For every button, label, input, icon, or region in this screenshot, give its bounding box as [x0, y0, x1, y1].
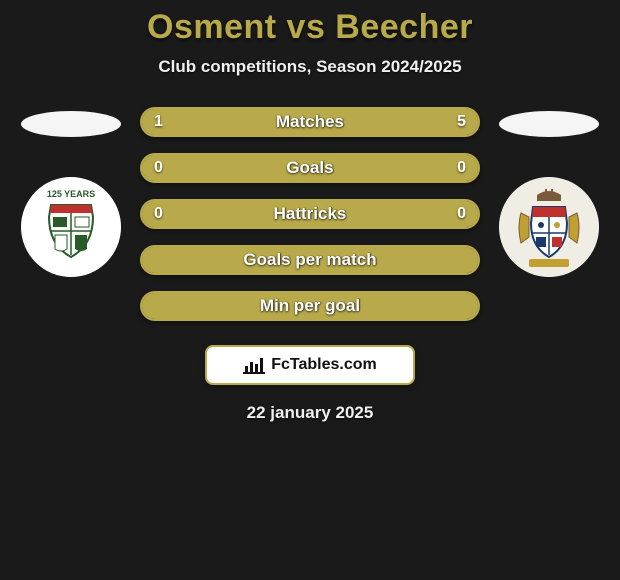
stat-bar: Goals per match — [140, 245, 480, 275]
shield-icon: 125 YEARS — [21, 177, 121, 277]
stat-bar: Hattricks0 0 — [140, 199, 480, 229]
right-club-crest — [499, 177, 599, 277]
bar-value-left: 0 — [154, 155, 163, 181]
attribution-badge[interactable]: FcTables.com — [205, 345, 415, 385]
attribution-text: FcTables.com — [271, 356, 377, 374]
bar-label: Min per goal — [142, 293, 478, 319]
left-side: 125 YEARS — [16, 107, 126, 277]
bar-value-right: 0 — [457, 155, 466, 181]
bar-value-right: 0 — [457, 201, 466, 227]
page-title: Osment vs Beecher — [0, 8, 620, 47]
bar-label: Matches — [142, 109, 478, 135]
bar-label: Hattricks — [142, 201, 478, 227]
stat-bar: Matches1 5 — [140, 107, 480, 137]
subtitle: Club competitions, Season 2024/2025 — [0, 57, 620, 77]
date-label: 22 january 2025 — [0, 403, 620, 423]
stat-bar: Min per goal — [140, 291, 480, 321]
bar-value-right: 5 — [457, 109, 466, 135]
svg-text:125 YEARS: 125 YEARS — [47, 189, 95, 199]
bar-label: Goals — [142, 155, 478, 181]
main-row: 125 YEARS Matches15Goals00Hattricks00Goa… — [0, 107, 620, 321]
stat-bars: Matches15Goals00Hattricks00Goals per mat… — [140, 107, 480, 321]
right-player-avatar — [499, 111, 599, 137]
shield-icon — [499, 177, 599, 277]
chart-icon — [243, 356, 265, 374]
bar-value-left: 0 — [154, 201, 163, 227]
right-side — [494, 107, 604, 277]
comparison-card: Osment vs Beecher Club competitions, Sea… — [0, 0, 620, 580]
left-club-crest: 125 YEARS — [21, 177, 121, 277]
bar-label: Goals per match — [142, 247, 478, 273]
stat-bar: Goals0 0 — [140, 153, 480, 183]
bar-value-left: 1 — [154, 109, 163, 135]
left-player-avatar — [21, 111, 121, 137]
